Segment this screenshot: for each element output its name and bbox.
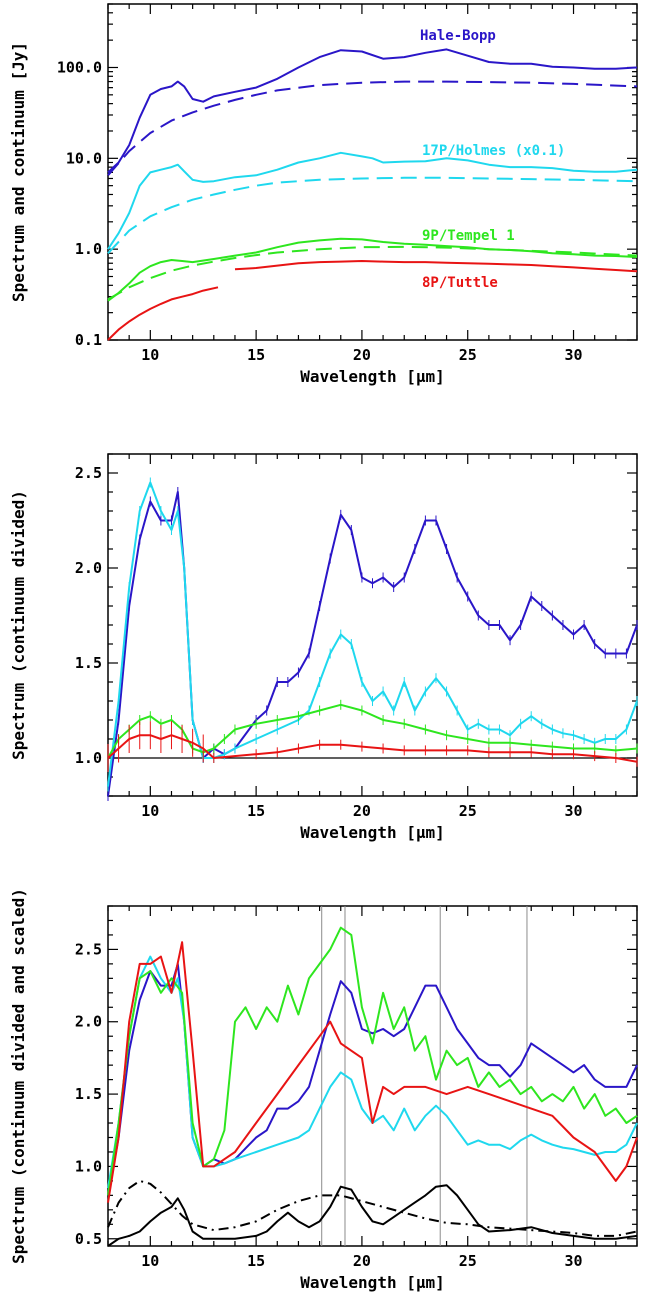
- x-tick-label: 20: [353, 346, 371, 364]
- x-tick-label: 15: [247, 1252, 265, 1270]
- x-axis-title: Wavelength [μm]: [300, 367, 445, 386]
- legend-label-hale-bopp: Hale-Bopp: [420, 28, 496, 44]
- y-tick-label: 1.0: [75, 240, 102, 258]
- x-tick-label: 25: [459, 1252, 477, 1270]
- x-axis-title: Wavelength [μm]: [300, 1273, 445, 1292]
- x-tick-label: 30: [564, 1252, 582, 1270]
- x-tick-label: 20: [353, 802, 371, 820]
- y-tick-label: 100.0: [57, 58, 102, 76]
- x-tick-label: 10: [141, 1252, 159, 1270]
- y-tick-label: 2.5: [75, 940, 102, 958]
- x-axis-title: Wavelength [μm]: [300, 823, 445, 842]
- legend-label-tuttle: 8P/Tuttle: [422, 275, 498, 291]
- y-axis-title: Spectrum and continuum [Jy]: [9, 42, 28, 302]
- y-axis-title: Spectrum (continuum divided and scaled): [9, 888, 28, 1264]
- x-tick-label: 15: [247, 802, 265, 820]
- y-axis-title: Spectrum (continuum divided): [9, 490, 28, 760]
- y-tick-label: 1.5: [75, 1085, 102, 1103]
- y-tick-label: 1.0: [75, 1157, 102, 1175]
- y-tick-label: 10.0: [66, 149, 102, 167]
- y-tick-label: 2.0: [75, 1013, 102, 1031]
- x-tick-label: 30: [564, 346, 582, 364]
- x-tick-label: 25: [459, 346, 477, 364]
- x-tick-label: 10: [141, 346, 159, 364]
- y-tick-label: 0.5: [75, 1230, 102, 1248]
- x-tick-label: 25: [459, 802, 477, 820]
- y-tick-label: 2.5: [75, 464, 102, 482]
- legend-label-holmes: 17P/Holmes (x0.1): [422, 143, 565, 159]
- y-tick-label: 0.1: [75, 331, 102, 349]
- x-tick-label: 15: [247, 346, 265, 364]
- x-tick-label: 20: [353, 1252, 371, 1270]
- y-tick-label: 1.5: [75, 654, 102, 672]
- y-tick-label: 1.0: [75, 749, 102, 767]
- x-tick-label: 30: [564, 802, 582, 820]
- legend-label-tempel1: 9P/Tempel 1: [422, 228, 515, 244]
- y-tick-label: 2.0: [75, 559, 102, 577]
- x-tick-label: 10: [141, 802, 159, 820]
